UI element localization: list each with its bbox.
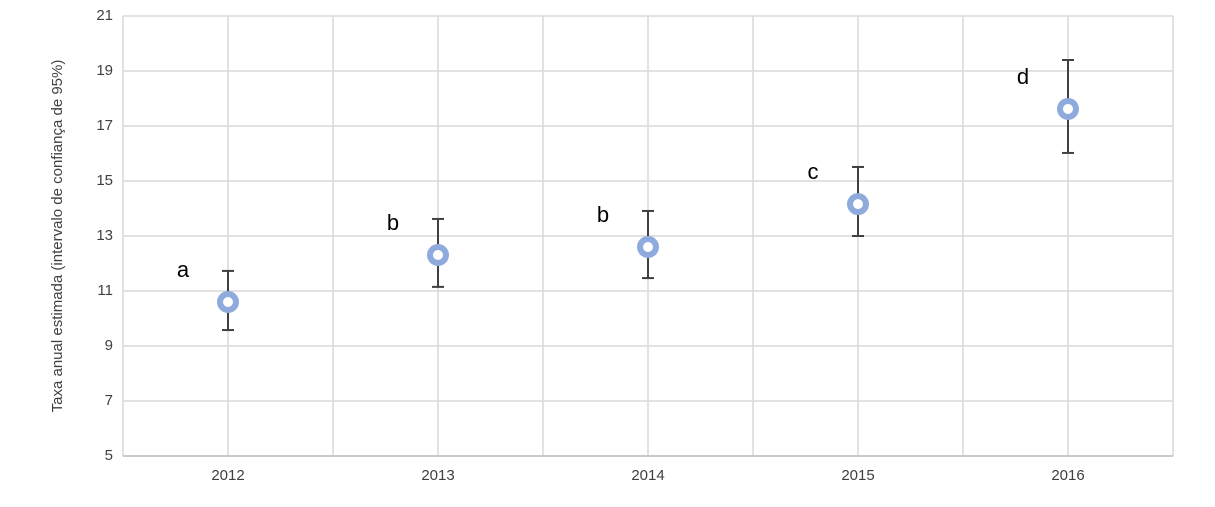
point-annotation: d <box>1017 64 1029 89</box>
y-tick-label: 11 <box>97 282 113 299</box>
x-tick-label: 2012 <box>211 467 244 484</box>
point-annotation: c <box>808 159 819 184</box>
point <box>637 236 659 258</box>
y-tick-label: 17 <box>96 117 113 134</box>
x-tick-label: 2015 <box>841 467 874 484</box>
x-tick-label: 2013 <box>421 467 454 484</box>
point-annotation: b <box>597 202 609 227</box>
point-annotation: a <box>177 257 190 282</box>
point <box>427 243 449 266</box>
y-tick-label: 5 <box>105 447 113 464</box>
y-tick-label: 9 <box>105 337 113 354</box>
y-tick-label: 15 <box>96 172 113 189</box>
point <box>847 193 869 216</box>
point <box>217 291 239 313</box>
x-tick-label: 2016 <box>1051 467 1084 484</box>
y-tick-label: 7 <box>105 392 113 409</box>
x-tick-label: 2014 <box>631 467 664 484</box>
point <box>1057 97 1079 120</box>
y-axis-title: Taxa anual estimada (intervalo de confia… <box>49 60 66 413</box>
y-tick-label: 13 <box>96 227 113 244</box>
y-tick-label: 19 <box>96 62 113 79</box>
point-annotation: b <box>387 210 399 235</box>
y-tick-label: 21 <box>96 7 113 24</box>
